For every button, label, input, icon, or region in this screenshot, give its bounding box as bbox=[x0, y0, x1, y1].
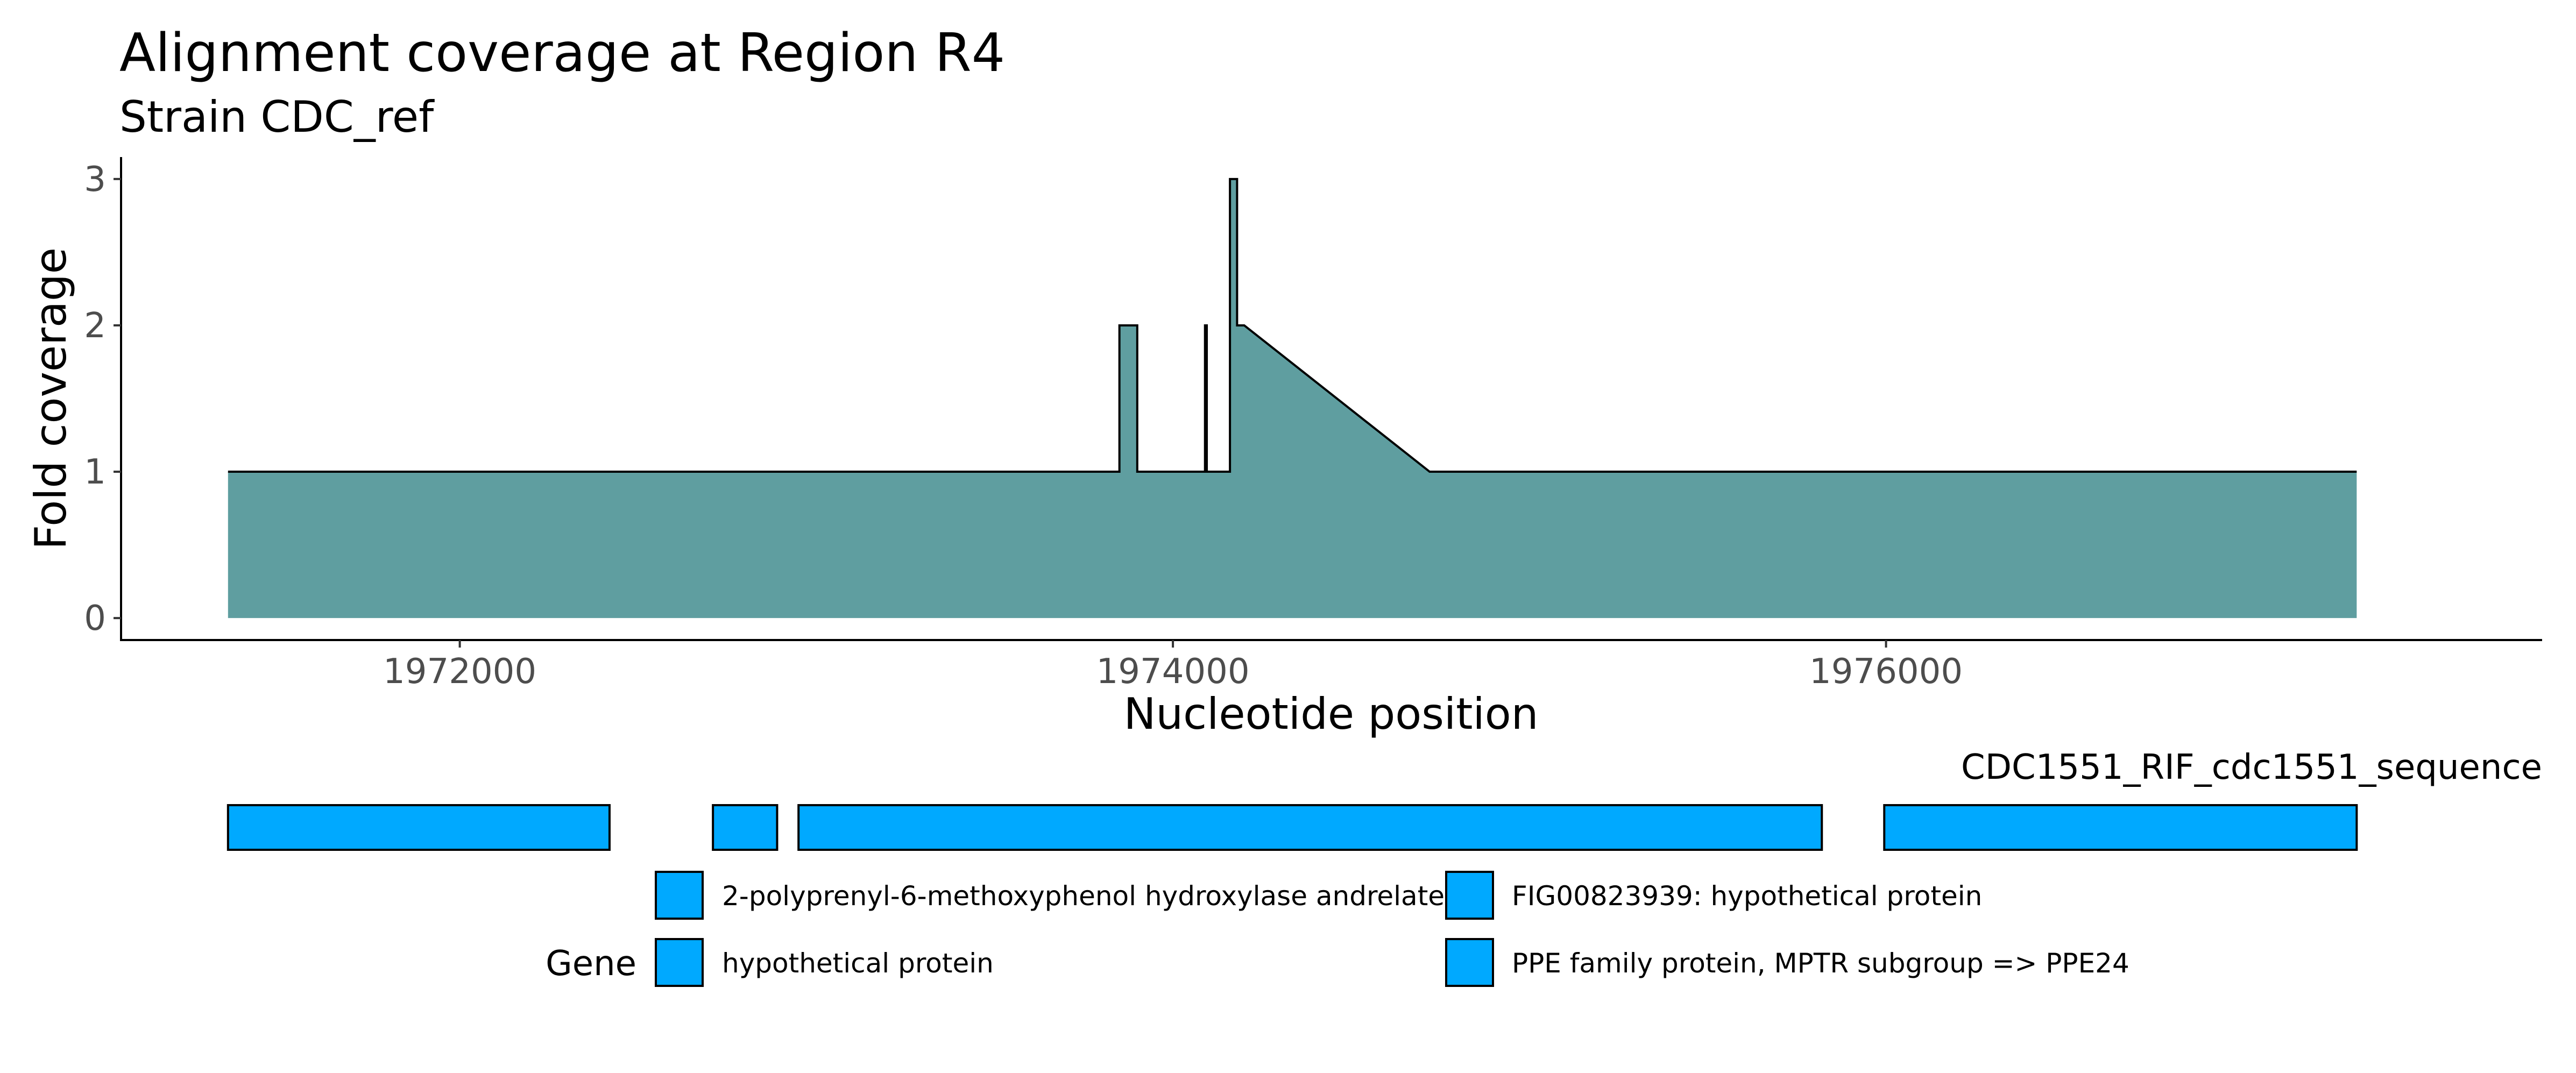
x-tick-label: 1972000 bbox=[383, 652, 536, 692]
y-tick-label: 0 bbox=[84, 599, 106, 638]
legend-entry-4: PPE family protein, MPTR subgroup => PPE… bbox=[1512, 948, 2129, 979]
legend-entry-3: FIG00823939: hypothetical protein bbox=[1512, 880, 1982, 912]
y-tick-label: 1 bbox=[84, 452, 106, 492]
legend-key-1 bbox=[655, 871, 704, 920]
y-axis-title: Fold coverage bbox=[26, 247, 76, 550]
x-tick-label: 1976000 bbox=[1809, 652, 1963, 692]
coverage-line bbox=[228, 177, 2357, 473]
legend-key-3 bbox=[1445, 871, 1494, 920]
x-axis-title: Nucleotide position bbox=[1124, 689, 1539, 739]
legend-key-2 bbox=[655, 938, 704, 987]
y-axis-ticks: 0 1 2 3 bbox=[84, 160, 121, 638]
chart-title: Alignment coverage at Region R4 bbox=[119, 23, 1005, 84]
chart-subtitle: Strain CDC_ref bbox=[119, 92, 435, 142]
legend-key-4 bbox=[1445, 938, 1494, 987]
gene-track bbox=[227, 804, 2358, 851]
legend-title: Gene bbox=[546, 944, 636, 984]
coverage-area bbox=[228, 179, 2357, 619]
gene-block bbox=[712, 804, 779, 851]
x-tick-label: 1974000 bbox=[1096, 652, 1250, 692]
coverage-plot-area bbox=[228, 177, 2357, 619]
y-tick-label: 2 bbox=[84, 306, 106, 346]
legend-entry-1: 2-polyprenyl-6-methoxyphenol hydroxylase… bbox=[722, 880, 1445, 912]
gene-track-label: CDC1551_RIF_cdc1551_sequence bbox=[1961, 748, 2542, 787]
x-axis-ticks: 1972000 1974000 1976000 bbox=[383, 640, 1963, 692]
gene-block bbox=[797, 804, 1823, 851]
legend-entry-2: hypothetical protein bbox=[722, 948, 994, 979]
y-tick-label: 3 bbox=[84, 160, 106, 200]
gene-block bbox=[227, 804, 611, 851]
legend: 2-polyprenyl-6-methoxyphenol hydroxylase… bbox=[655, 871, 2129, 987]
gene-block bbox=[1883, 804, 2358, 851]
